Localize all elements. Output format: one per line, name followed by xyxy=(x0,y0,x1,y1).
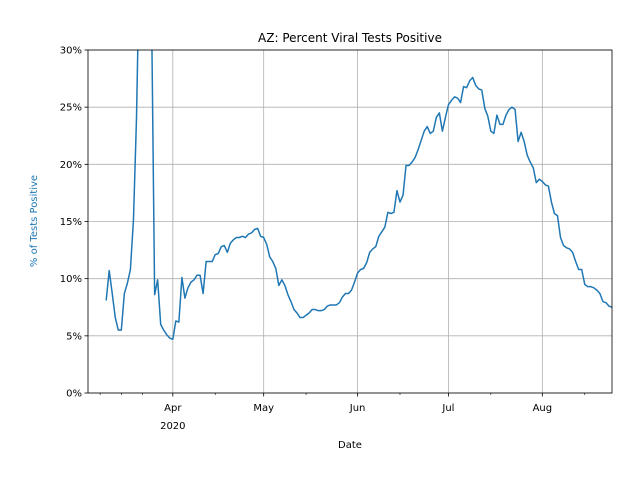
x-tick-label: Jul xyxy=(441,403,454,414)
x-tick-label: Apr xyxy=(164,403,182,414)
ticks: 0% 5% 10% 15% 20% 25% 30% Apr 2020 May Jun Jul Aug xyxy=(60,46,586,432)
y-tick-label: 10% xyxy=(60,274,82,285)
grid xyxy=(88,49,612,394)
y-tick-label: 15% xyxy=(60,217,82,228)
y-axis-label: % of Tests Positive xyxy=(29,175,40,267)
data-line xyxy=(105,50,612,341)
x-axis-label: Date xyxy=(338,440,362,451)
chart-title: AZ: Percent Viral Tests Positive xyxy=(258,31,442,45)
x-tick-label: Aug xyxy=(533,403,553,414)
y-tick-label: 25% xyxy=(60,103,82,114)
y-tick-label: 0% xyxy=(66,389,82,400)
y-tick-label: 20% xyxy=(60,160,82,171)
y-tick-label: 30% xyxy=(60,46,82,57)
plot-area xyxy=(105,50,612,341)
x-tick-label: May xyxy=(253,403,274,414)
x-tick-label: Jun xyxy=(349,403,366,414)
x-tick-sublabel: 2020 xyxy=(160,421,185,432)
y-tick-label: 5% xyxy=(66,331,82,342)
